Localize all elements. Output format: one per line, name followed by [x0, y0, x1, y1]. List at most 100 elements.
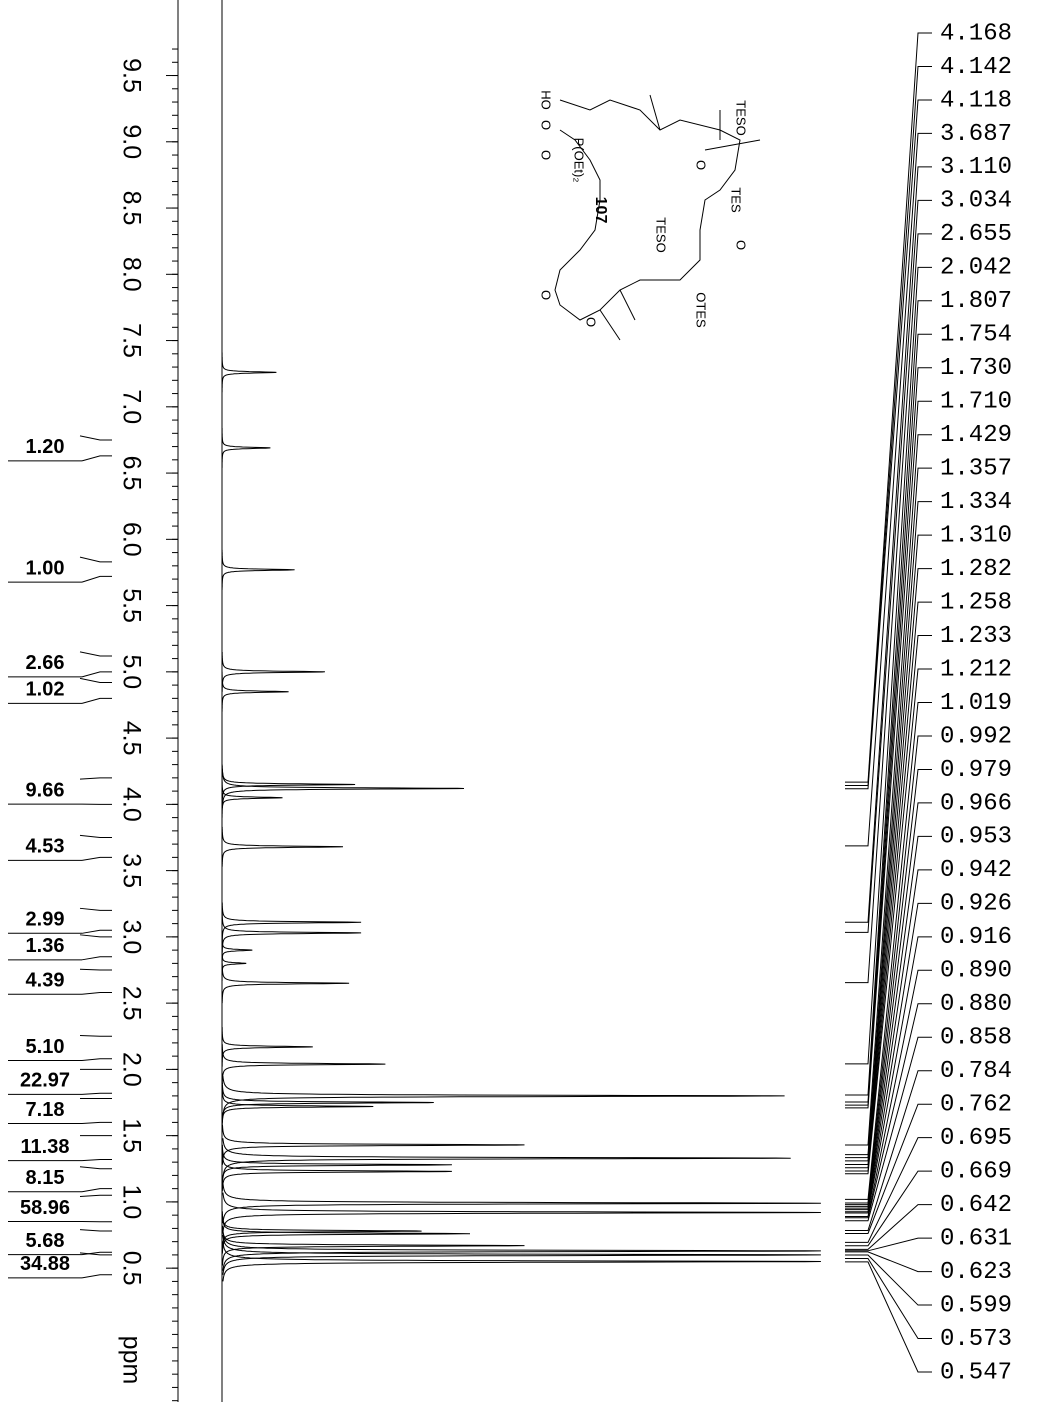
- peak-leader: [845, 869, 932, 1211]
- peak-leader: [845, 1254, 932, 1306]
- peak-leader: [845, 501, 932, 1159]
- peak-leader: [845, 568, 932, 1166]
- peak-leader: [845, 601, 932, 1169]
- integral-label: 8.15: [26, 1167, 65, 1189]
- peak-leader: [845, 768, 932, 1206]
- peak-label: 1.807: [940, 288, 1012, 315]
- peak-label: 3.687: [940, 121, 1012, 148]
- integral-label: 1.00: [26, 557, 65, 579]
- structure-atom: O: [539, 290, 554, 300]
- integral-label: 5.68: [26, 1230, 65, 1252]
- peak-leader: [845, 333, 932, 1103]
- spectrum-peak: [222, 1235, 821, 1275]
- x-tick-label: 9.0: [117, 124, 145, 159]
- integral-bracket: [81, 1274, 112, 1279]
- spectrum-peak: [222, 1138, 791, 1179]
- spectrum-peak: [221, 1044, 386, 1084]
- peak-label: 0.599: [940, 1292, 1012, 1319]
- peak-label: 0.631: [940, 1225, 1012, 1252]
- x-tick-label: 3.5: [117, 853, 145, 888]
- spectrum-peak: [221, 768, 465, 809]
- integral-label: 22.97: [20, 1070, 70, 1092]
- peak-label: 1.730: [940, 355, 1012, 382]
- peak-label: 2.655: [940, 221, 1012, 248]
- integral-bracket: [79, 1252, 112, 1256]
- integral-label: 2.66: [26, 652, 65, 674]
- x-tick-label: 2.5: [117, 986, 145, 1021]
- spectrum-peak: [222, 1076, 785, 1116]
- peak-label: 0.784: [940, 1058, 1012, 1085]
- peak-label: 0.669: [940, 1158, 1012, 1185]
- spectrum-peak: [221, 902, 362, 943]
- peak-label: 1.233: [940, 623, 1012, 650]
- integral-label: 58.96: [20, 1197, 70, 1219]
- peak-label: 2.042: [940, 255, 1012, 282]
- peak-leader: [845, 1137, 932, 1243]
- peak-leader: [845, 166, 932, 923]
- integral-bracket: [79, 435, 112, 441]
- peak-label: 1.019: [940, 690, 1012, 717]
- integral-bracket: [81, 671, 112, 678]
- peak-label: 1.357: [940, 456, 1012, 483]
- peak-leader: [845, 902, 932, 1213]
- peak-leader: [845, 1251, 932, 1273]
- peak-label: 0.992: [940, 723, 1012, 750]
- spectrum-peak: [221, 943, 247, 984]
- spectrum-peak: [222, 1183, 821, 1224]
- integral-bracket: [79, 968, 112, 971]
- peak-label: 0.642: [940, 1192, 1012, 1219]
- peak-leader: [845, 367, 932, 1106]
- peak-label: 0.623: [940, 1259, 1012, 1286]
- peak-label: 0.547: [940, 1359, 1012, 1386]
- peak-leader: [845, 1170, 932, 1247]
- x-tick-label: 5.5: [117, 588, 145, 623]
- spectrum-peak: [221, 671, 289, 712]
- integral-bracket: [81, 956, 112, 961]
- integral-label: 7.18: [26, 1099, 65, 1121]
- peak-leader: [845, 300, 932, 1096]
- spectrum-peak: [221, 826, 344, 867]
- integral-bracket: [79, 907, 112, 911]
- structure-atom: TESO: [734, 100, 749, 135]
- x-tick-label: 0.5: [117, 1251, 145, 1286]
- integral-bracket: [79, 556, 112, 563]
- peak-label: 0.762: [940, 1092, 1012, 1119]
- x-tick-label: 8.0: [117, 257, 145, 292]
- peak-leader: [845, 400, 932, 1109]
- spectrum-peak: [221, 1144, 452, 1185]
- x-tick-label: 6.5: [117, 456, 145, 491]
- integral-bracket: [81, 1158, 112, 1162]
- integral-label: 1.02: [26, 679, 65, 701]
- integral-bracket: [79, 1194, 112, 1198]
- peak-label: 0.890: [940, 958, 1012, 985]
- peak-leader: [845, 233, 932, 984]
- peak-leader: [845, 534, 932, 1162]
- integral-bracket: [81, 1092, 112, 1095]
- integral-bracket: [79, 651, 112, 657]
- spectrum-peak: [221, 1082, 434, 1123]
- spectrum-peak: [222, 1241, 821, 1282]
- integral-label: 2.99: [26, 909, 65, 931]
- peak-label: 3.110: [940, 154, 1012, 181]
- peak-leader: [845, 434, 932, 1146]
- structure-atom: P(OEt)₂: [572, 138, 587, 183]
- peak-leader: [845, 1003, 932, 1219]
- peak-label: 0.953: [940, 824, 1012, 851]
- integral-bracket: [81, 856, 112, 861]
- peak-label: 4.118: [940, 87, 1012, 114]
- integral-bracket: [79, 1229, 112, 1232]
- integral-label: 4.39: [26, 970, 65, 992]
- x-tick-label: 4.0: [117, 787, 145, 822]
- integral-bracket: [79, 1166, 112, 1170]
- peak-leader: [845, 668, 932, 1175]
- peak-label: 0.858: [940, 1025, 1012, 1052]
- integral-bracket: [79, 934, 112, 938]
- peak-leader: [845, 1204, 932, 1250]
- integral-label: 34.88: [20, 1253, 70, 1275]
- peak-leader: [845, 835, 932, 1209]
- spectrum-peak: [221, 963, 350, 1004]
- integral-bracket: [81, 992, 112, 995]
- peak-label: 1.212: [940, 656, 1012, 683]
- peak-leader: [845, 132, 932, 847]
- structure-atom: O: [539, 120, 554, 130]
